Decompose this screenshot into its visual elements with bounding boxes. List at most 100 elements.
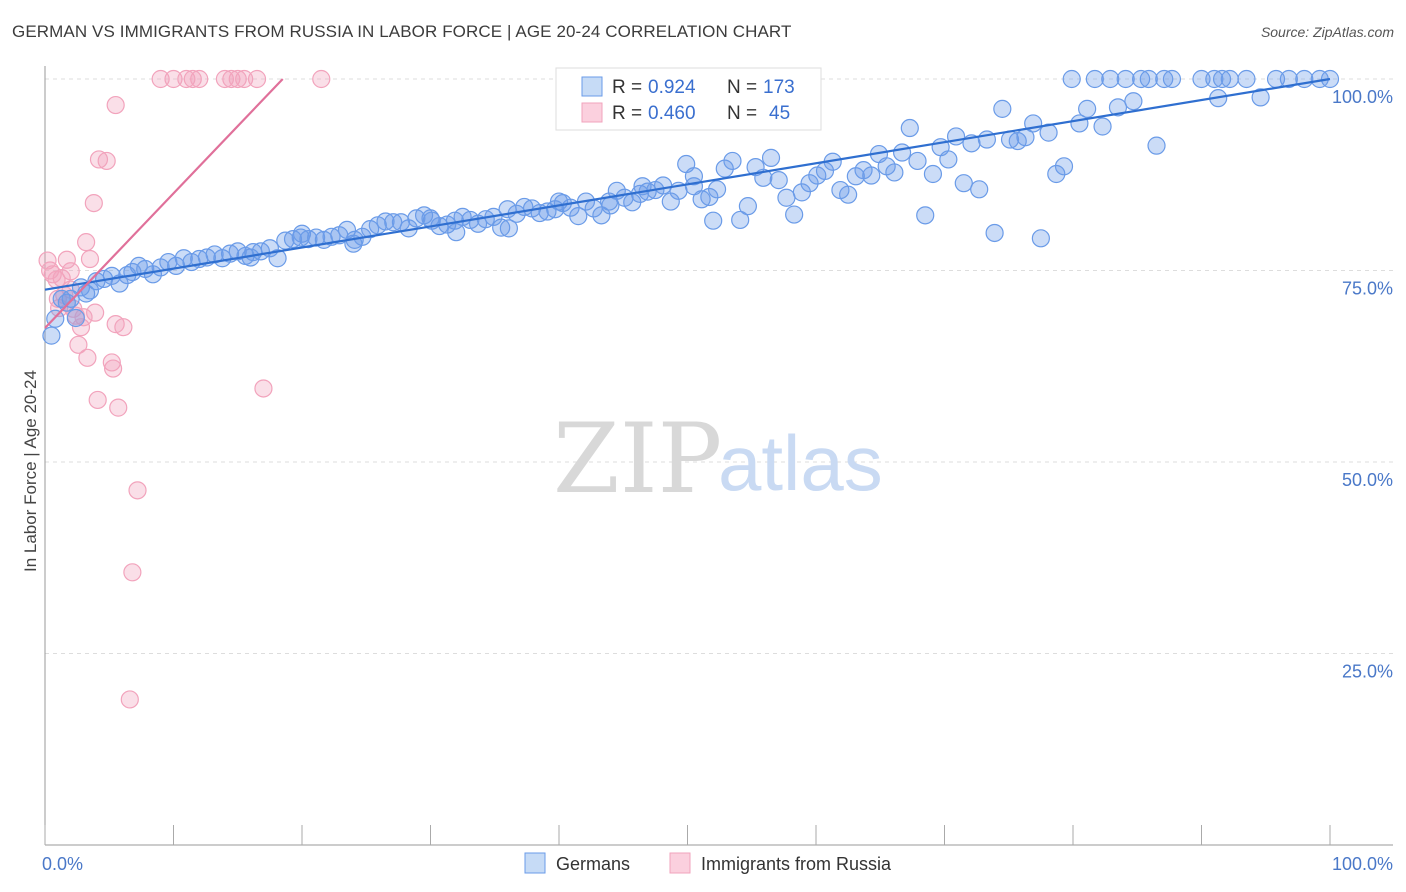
y-tick-label: 50.0% <box>1342 470 1393 490</box>
germans-point <box>704 211 723 230</box>
russia-point <box>123 563 142 582</box>
germans-point <box>946 127 966 146</box>
germans-point <box>954 174 973 193</box>
germans-point <box>292 224 312 243</box>
germans-point <box>1101 69 1120 89</box>
russia-point <box>89 150 109 169</box>
russia-point <box>61 262 80 281</box>
russia-point <box>69 335 88 354</box>
germans-point <box>1031 229 1050 248</box>
germans-point <box>761 148 781 167</box>
russia-point <box>78 348 97 367</box>
germans-point <box>276 231 295 250</box>
germans-point <box>1085 69 1104 89</box>
legend: R = 0.924 N = 173 R = 0.460 N = 45 <box>555 67 822 131</box>
russia-point <box>215 69 234 89</box>
germans-point <box>569 207 588 226</box>
russia-point <box>48 289 67 308</box>
germans-point <box>1078 99 1097 118</box>
germans-point <box>549 192 569 211</box>
russia-point <box>106 95 125 115</box>
germans-point <box>1147 136 1166 155</box>
germans-point <box>1054 157 1074 176</box>
germans-point <box>1093 117 1112 136</box>
trend-lines <box>44 77 1331 329</box>
russia-point <box>88 390 107 410</box>
germans-point <box>1162 69 1182 89</box>
russia-point <box>254 379 273 398</box>
russia-point <box>57 250 76 269</box>
germans-point <box>1124 92 1143 111</box>
germans-point <box>653 176 673 195</box>
germans-point <box>1212 69 1232 89</box>
russia-point <box>247 69 267 89</box>
germans-point <box>923 164 943 184</box>
germans-trend-line <box>44 77 1331 291</box>
germans-point <box>985 223 1004 243</box>
russia-point <box>80 249 100 269</box>
germans-point <box>862 166 881 185</box>
germans-point <box>785 205 804 224</box>
chart-title: GERMAN VS IMMIGRANTS FROM RUSSIA IN LABO… <box>12 22 792 41</box>
russia-point <box>77 233 96 252</box>
russia-point <box>164 69 183 89</box>
germans-point <box>892 143 912 162</box>
legend-russia-n-value: 45 <box>769 103 790 124</box>
germans-point <box>777 188 796 207</box>
germans-point <box>939 150 958 169</box>
germans-point <box>684 167 704 186</box>
russia-point <box>177 69 196 89</box>
russia-point <box>228 69 247 89</box>
germans-point <box>900 118 919 138</box>
russia-point <box>106 315 125 334</box>
germans-point <box>792 183 811 202</box>
germans-point <box>447 223 466 242</box>
germans-point <box>769 171 788 190</box>
legend-germans-swatch <box>581 76 603 97</box>
russia-point <box>86 303 105 322</box>
y-axis-title: In Labor Force | Age 20-24 <box>21 370 40 572</box>
russia-point <box>183 69 202 89</box>
russia-point <box>97 151 116 171</box>
germans-point <box>738 197 757 216</box>
germans-point <box>592 206 611 225</box>
russia-point <box>120 690 139 709</box>
x-tick-labels: 0.0% 100.0% <box>42 854 1393 874</box>
germans-point <box>421 209 440 228</box>
germans-point <box>283 229 303 249</box>
germans-point <box>42 326 61 345</box>
germans-point <box>1220 69 1239 89</box>
germans-point <box>1251 88 1270 107</box>
legend-germans-r-label: R = <box>612 77 642 98</box>
germans-point <box>916 206 935 225</box>
legend-germans-n-label: N = <box>727 77 757 98</box>
legend-russia-r-label: R = <box>612 103 642 124</box>
bottom-legend-russia-swatch <box>669 852 691 874</box>
bottom-legend: Germans Immigrants from Russia <box>524 852 892 874</box>
legend-russia-n-label: N = <box>727 103 757 124</box>
germans-point <box>1139 69 1158 89</box>
germans-point <box>1279 69 1298 89</box>
germans-point <box>700 187 719 207</box>
germans-point <box>993 99 1012 118</box>
germans-point <box>499 219 518 238</box>
germans-point <box>839 185 858 204</box>
axes <box>44 66 1393 846</box>
watermark-zip: ZIP <box>553 403 722 515</box>
russia-point <box>109 398 128 417</box>
germans-point <box>1108 98 1128 117</box>
legend-russia-r-value: 0.460 <box>648 103 696 124</box>
watermark: ZIP atlas <box>553 403 883 515</box>
germans-point <box>908 151 927 171</box>
germans-point <box>800 174 819 193</box>
germans-point <box>376 212 395 231</box>
y-tick-labels: 100.0% 75.0% 50.0% 25.0% <box>1332 87 1393 682</box>
y-tick-label: 100.0% <box>1332 87 1393 107</box>
germans-point <box>731 210 750 230</box>
germans-point <box>1116 69 1135 89</box>
legend-germans-n-value: 173 <box>763 77 795 98</box>
x-tick-label: 0.0% <box>42 854 83 874</box>
bottom-legend-russia-label: Immigrants from Russia <box>701 854 892 874</box>
bottom-legend-germans-label: Germans <box>556 854 630 874</box>
russia-point <box>74 308 93 327</box>
